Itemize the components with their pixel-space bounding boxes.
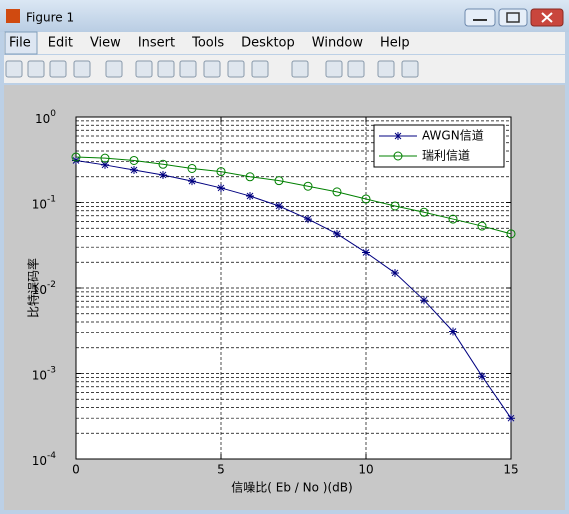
toolbar-button[interactable] xyxy=(325,60,343,78)
x-tick-label: 0 xyxy=(72,463,80,477)
x-tick-label: 5 xyxy=(217,463,225,477)
data-point xyxy=(71,152,81,162)
maximize-button[interactable] xyxy=(498,8,528,27)
menu-items: File Edit View Insert Tools Desktop Window Help xyxy=(9,36,410,51)
y-axis-label: 比特误码率 xyxy=(26,258,41,318)
data-point xyxy=(274,176,284,186)
toolbar-button[interactable] xyxy=(73,60,91,78)
data-point xyxy=(448,214,458,224)
series-line xyxy=(75,156,512,235)
data-point xyxy=(159,170,167,179)
menu-item[interactable]: File xyxy=(9,36,31,51)
toolbar-button[interactable] xyxy=(135,60,153,78)
menu-item[interactable]: Window xyxy=(312,36,364,51)
legend-marker xyxy=(394,132,402,140)
data-point xyxy=(188,177,196,186)
toolbar-button[interactable] xyxy=(27,60,45,78)
legend-label: 瑞利信道 xyxy=(422,149,470,163)
data-point xyxy=(72,156,80,165)
y-tick-label: 10-3 xyxy=(32,365,56,382)
x-tick-label: 15 xyxy=(503,463,518,477)
toolbar-button[interactable] xyxy=(157,60,175,78)
toolbar-button[interactable] xyxy=(179,60,197,78)
y-tick-label: 100 xyxy=(35,109,56,126)
toolbar-button[interactable] xyxy=(251,60,269,78)
menu-item[interactable]: Desktop xyxy=(241,36,295,51)
x-axis-label: 信噪比( Eb / No )(dB) xyxy=(231,481,352,495)
data-point xyxy=(217,183,225,192)
minimize-button[interactable] xyxy=(464,8,496,27)
toolbar xyxy=(4,55,565,83)
data-point xyxy=(420,296,428,305)
data-point xyxy=(506,229,516,239)
toolbar-button[interactable] xyxy=(49,60,67,78)
data-point xyxy=(275,202,283,211)
data-point xyxy=(130,165,138,174)
y-tick-label: 10-4 xyxy=(32,451,57,468)
toolbar-button[interactable] xyxy=(377,60,395,78)
data-point xyxy=(216,167,226,177)
data-point xyxy=(391,268,399,277)
data-point xyxy=(158,159,168,169)
toolbar-icons xyxy=(5,60,419,78)
menu-item[interactable]: View xyxy=(90,36,121,51)
menu-item[interactable]: Edit xyxy=(48,36,73,51)
axes-box xyxy=(75,116,512,460)
toolbar-button[interactable] xyxy=(105,60,123,78)
series-line xyxy=(75,159,512,419)
legend-label: AWGN信道 xyxy=(422,129,484,143)
data-point xyxy=(449,327,457,336)
menu-item[interactable]: Insert xyxy=(138,36,175,51)
toolbar-button[interactable] xyxy=(401,60,419,78)
window-buttons xyxy=(464,8,564,27)
data-point xyxy=(304,215,312,224)
legend-box xyxy=(373,124,505,168)
menu-item[interactable]: Help xyxy=(380,36,410,51)
data-point xyxy=(478,372,486,381)
data-point xyxy=(245,172,255,182)
menu-bar xyxy=(4,32,565,54)
legend-marker xyxy=(393,151,403,161)
data-point xyxy=(362,248,370,257)
y-tick-label: 10-2 xyxy=(32,280,56,297)
data-point xyxy=(419,207,429,217)
data-point xyxy=(100,153,110,163)
data-point xyxy=(477,221,487,231)
data-point xyxy=(332,187,342,197)
toolbar-button[interactable] xyxy=(291,60,309,78)
toolbar-button[interactable] xyxy=(347,60,365,78)
toolbar-button[interactable] xyxy=(5,60,23,78)
app-icon xyxy=(6,9,20,23)
menu-item[interactable]: Tools xyxy=(191,36,224,51)
data-point xyxy=(390,201,400,211)
toolbar-button[interactable] xyxy=(227,60,245,78)
y-tick-label: 10-1 xyxy=(32,194,56,211)
data-point xyxy=(361,194,371,204)
x-tick-label: 10 xyxy=(358,463,373,477)
toolbar-button[interactable] xyxy=(203,60,221,78)
data-point xyxy=(101,160,109,169)
data-point xyxy=(129,155,139,165)
data-point xyxy=(333,229,341,238)
data-point xyxy=(507,414,515,423)
menu-highlight xyxy=(4,31,38,55)
data-point xyxy=(246,192,254,201)
data-point xyxy=(303,181,313,191)
data-point xyxy=(187,163,197,173)
window-title: Figure 1 xyxy=(26,11,74,25)
